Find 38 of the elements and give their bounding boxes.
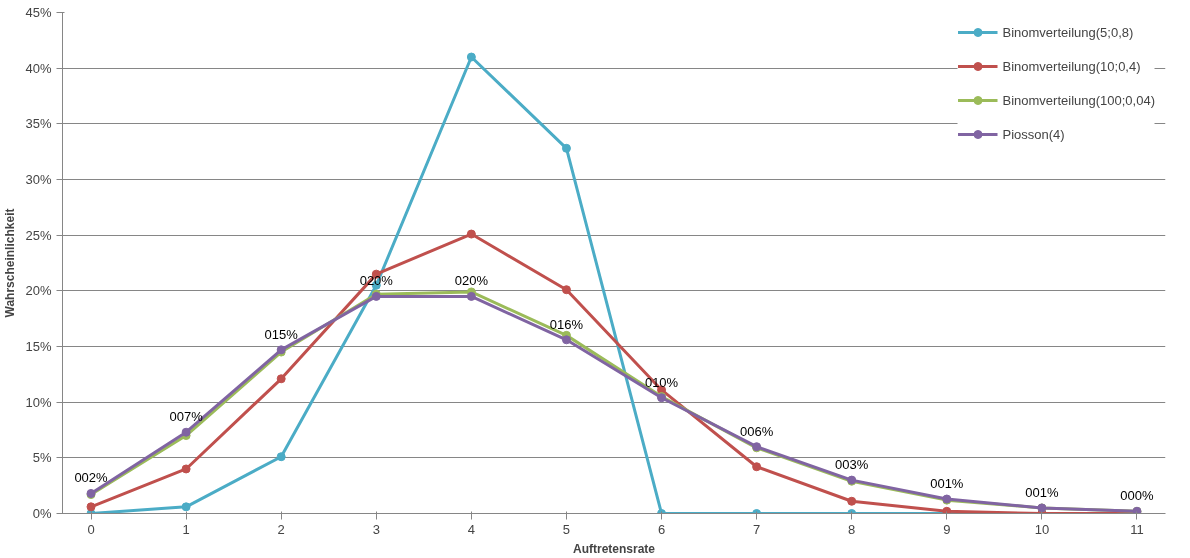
- legend-label: Binomverteilung(5;0,8): [1002, 24, 1134, 40]
- x-tick-label: 8: [848, 521, 856, 537]
- data-label: 016%: [549, 316, 584, 332]
- x-tick-label: 4: [467, 521, 475, 537]
- x-tick-label: 11: [1130, 521, 1144, 537]
- x-tick-label: 2: [277, 521, 285, 537]
- y-tick-label: 45%: [25, 5, 52, 20]
- x-tick-label: 5: [562, 521, 571, 537]
- x-tick-label: 0: [87, 521, 95, 537]
- y-tick-label: 5%: [32, 450, 52, 466]
- data-label: 003%: [835, 457, 869, 473]
- data-label: 002%: [74, 470, 109, 486]
- data-label: 006%: [740, 423, 774, 439]
- y-tick-label: 25%: [25, 227, 52, 243]
- x-tick-label: 3: [372, 521, 380, 537]
- data-label: 015%: [264, 326, 299, 342]
- legend-label: Binomverteilung(10;0,4): [1002, 58, 1141, 74]
- x-tick-label: 1: [182, 521, 190, 537]
- legend-label: Piosson(4): [1002, 126, 1065, 142]
- data-label: 001%: [930, 476, 964, 492]
- data-label: 020%: [454, 273, 489, 289]
- legend-label: Binomverteilung(100;0,04): [1002, 92, 1155, 108]
- x-tick-label: 7: [753, 521, 761, 537]
- x-tick-label: 9: [943, 521, 951, 537]
- y-tick-label: 20%: [25, 283, 52, 299]
- y-tick-label: 35%: [25, 116, 52, 132]
- y-tick-label: 40%: [25, 60, 52, 76]
- y-tick-label: 30%: [25, 172, 52, 187]
- y-tick-label: 0%: [32, 506, 52, 521]
- data-label: 000%: [1120, 488, 1155, 504]
- x-axis-title: Auftretensrate: [572, 541, 656, 556]
- data-label: 007%: [169, 409, 204, 425]
- y-tick-label: 15%: [25, 339, 52, 354]
- x-tick-label: 6: [657, 521, 666, 537]
- x-tick-label: 10: [1034, 521, 1050, 537]
- data-label: 001%: [1025, 484, 1059, 500]
- y-axis-title: Wahrscheinlichkeit: [3, 208, 18, 318]
- y-tick-label: 10%: [25, 394, 52, 410]
